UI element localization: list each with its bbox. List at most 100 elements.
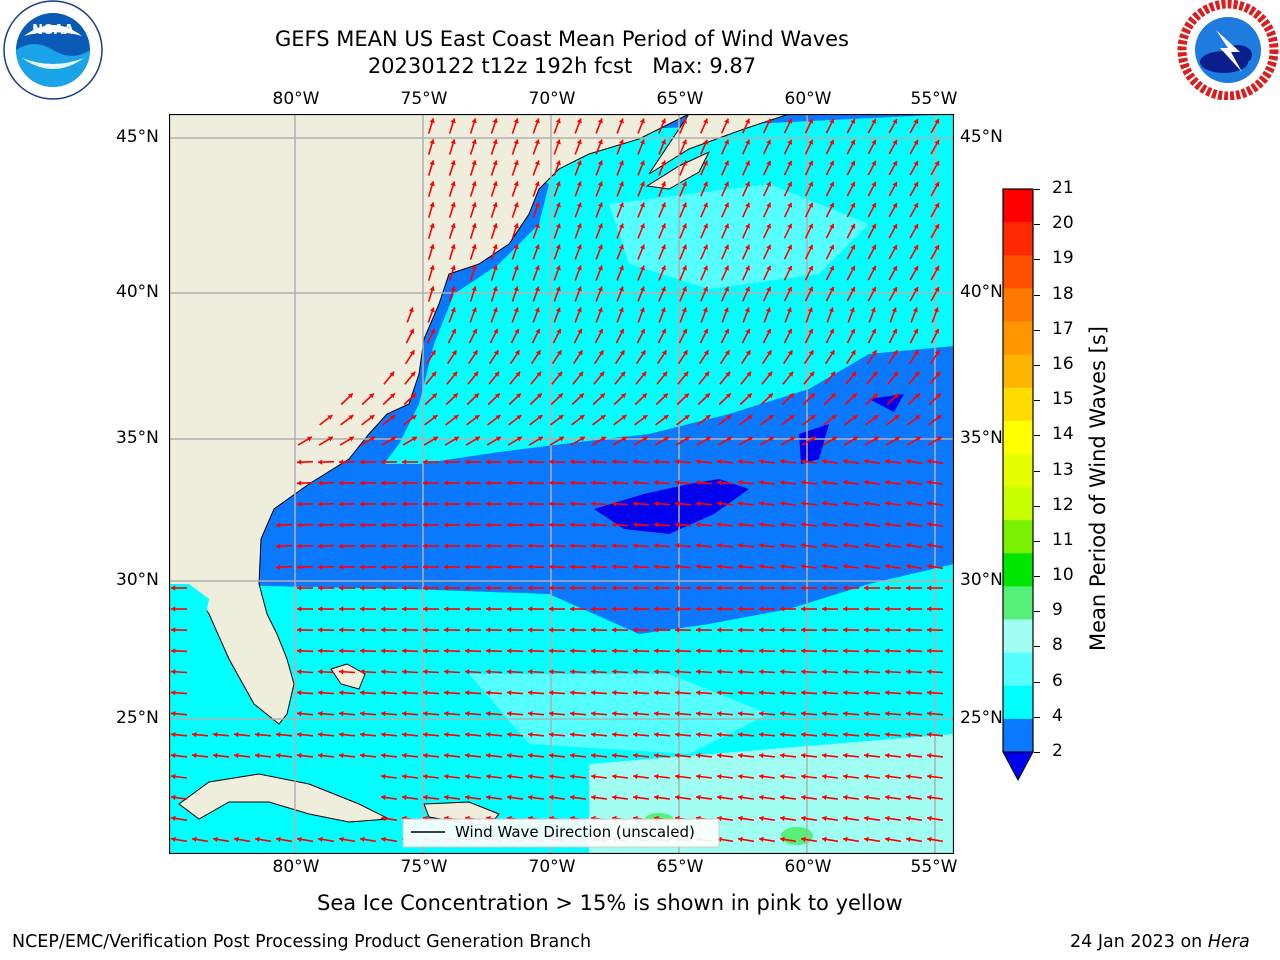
wind-wave-arrow-head (843, 836, 848, 842)
wind-wave-arrow-head (703, 181, 708, 187)
lon-label-bottom: 65°W (656, 857, 704, 877)
wind-wave-arrow-head (766, 118, 771, 124)
wind-wave-arrow-head (906, 521, 911, 527)
wind-wave-arrow-head (633, 648, 638, 654)
wind-wave-arrow-head (684, 415, 690, 420)
wind-wave-arrow-head (465, 773, 470, 780)
wind-wave-arrow-head (486, 501, 491, 507)
wind-wave-arrow-head (429, 181, 435, 187)
colorbar-tick-mark (1034, 716, 1040, 718)
wind-wave-arrow-head (682, 139, 687, 145)
wind-wave-arrow-head (381, 836, 386, 842)
wind-wave-arrow-head (850, 350, 856, 356)
wind-wave-arrow-head (633, 522, 638, 528)
wind-wave-arrow-head (360, 501, 365, 507)
wind-wave-arrow-head (682, 350, 688, 356)
wind-wave-arrow-head (513, 286, 519, 292)
wind-wave-arrow-head (639, 286, 645, 292)
wind-wave-arrow-head (906, 563, 911, 569)
wind-wave-arrow-head (675, 669, 680, 675)
wind-wave-arrow-head (661, 223, 666, 229)
wind-wave-arrow-head (871, 286, 877, 292)
wind-wave-arrow-head (864, 585, 869, 591)
wind-wave-arrow-head (612, 627, 617, 633)
wind-wave-arrow-head (864, 690, 869, 696)
wind-wave-arrow-head (633, 501, 638, 507)
colorbar-extend-triangle (1002, 751, 1034, 782)
wind-wave-arrow-head (579, 436, 585, 442)
wind-wave-arrow-head (683, 371, 689, 377)
wind-wave-arrow-head (738, 669, 743, 675)
wind-wave-arrow-head (430, 328, 436, 334)
wind-wave-arrow-head (432, 415, 438, 420)
wind-wave-arrow-head (809, 371, 815, 377)
wind-wave-arrow-head (894, 415, 900, 420)
wind-wave-arrow-head (738, 606, 743, 612)
wind-wave-arrow-head (724, 350, 730, 356)
wind-wave-arrow-head (549, 690, 554, 696)
wind-wave-arrow-head (444, 606, 449, 612)
wind-wave-arrow-head (360, 564, 365, 570)
wind-wave-arrow-head (696, 459, 701, 465)
wind-wave-arrow-head (892, 182, 898, 187)
wind-wave-arrow-head (528, 543, 533, 549)
wind-wave-arrow-head (913, 266, 919, 271)
wind-wave-arrow-head (339, 648, 344, 654)
wind-wave-arrow-head (597, 202, 603, 208)
wind-wave-arrow-head (528, 794, 533, 801)
colorbar-tick-label: 10 (1052, 565, 1074, 586)
wind-wave-arrow-head (801, 669, 806, 675)
wind-wave-arrow-head (885, 690, 890, 696)
colorbar-tick-mark (1034, 364, 1040, 366)
wind-wave-arrow-head (558, 436, 564, 442)
wind-wave-arrow-head (570, 711, 575, 717)
wind-wave-arrow-head (492, 286, 498, 292)
wind-wave-arrow-head (759, 458, 764, 465)
wind-wave-arrow-head (171, 606, 176, 612)
wind-wave-arrow-head (927, 690, 932, 696)
colorbar-tick-mark (1034, 646, 1040, 648)
wind-wave-arrow-head (780, 836, 785, 842)
wind-wave-arrow-head (738, 500, 743, 507)
wind-wave-arrow-head (570, 501, 575, 507)
wind-wave-arrow-head (450, 307, 456, 313)
wind-wave-arrow-head (591, 711, 596, 717)
wind-wave-arrow-head (576, 202, 582, 208)
wind-wave-arrow-head (913, 161, 919, 166)
wind-wave-arrow-head (892, 245, 898, 250)
wind-wave-arrow-head (936, 436, 942, 442)
wind-wave-arrow-head (486, 606, 491, 612)
wind-wave-arrow-head (591, 627, 596, 633)
wind-wave-arrow-head (843, 606, 848, 612)
wind-wave-arrow-head (633, 564, 638, 570)
wind-wave-arrow-head (327, 415, 333, 420)
wind-wave-arrow-head (927, 479, 932, 485)
wind-wave-arrow-head (612, 669, 617, 675)
wind-wave-arrow-head (738, 794, 743, 801)
wind-wave-arrow-head (873, 436, 879, 442)
wind-wave-arrow-head (927, 669, 932, 675)
wind-wave-arrow-head (528, 606, 533, 612)
wind-wave-arrow-head (801, 711, 806, 717)
colorbar-tick-mark (1034, 189, 1040, 190)
wind-wave-arrow-head (570, 480, 575, 486)
wind-wave-arrow-head (576, 307, 582, 313)
wind-wave-arrow-head (717, 480, 722, 486)
wind-wave-arrow-head (516, 436, 522, 442)
wind-wave-arrow-head (633, 627, 638, 633)
wind-wave-arrow-head (297, 585, 302, 591)
wind-wave-arrow-head (486, 711, 491, 717)
wind-wave-arrow-head (654, 648, 659, 654)
wind-wave-arrow-head (745, 223, 750, 229)
wind-wave-arrow-head (507, 459, 512, 465)
wind-wave-arrow-head (576, 139, 582, 145)
wind-wave-arrow-head (528, 648, 533, 654)
wind-wave-arrow-head (822, 627, 827, 633)
wind-wave-arrow-head (780, 606, 785, 612)
wind-wave-arrow-head (339, 690, 344, 696)
wind-wave-arrow-head (915, 415, 921, 420)
wind-wave-arrow-head (864, 479, 869, 486)
wind-wave-arrow-head (423, 711, 428, 717)
wind-wave-arrow-head (620, 393, 626, 399)
wind-wave-arrow-head (696, 648, 701, 654)
